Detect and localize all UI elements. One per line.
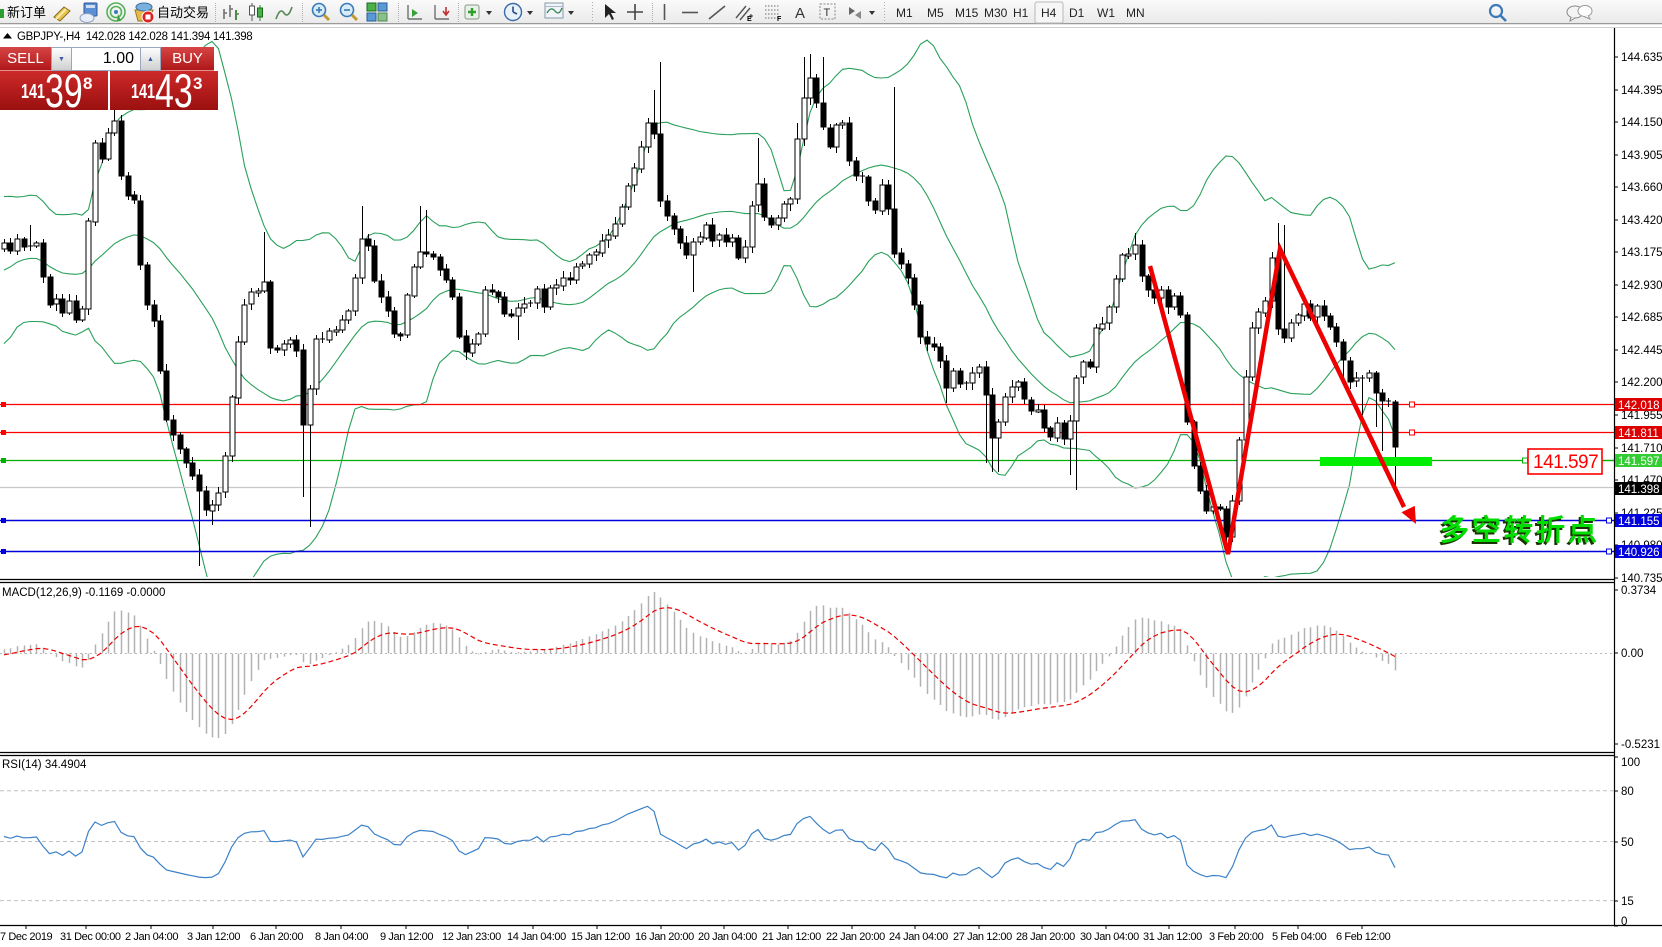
svg-text:7 Dec 2019: 7 Dec 2019 bbox=[0, 931, 53, 943]
svg-text:8 Jan 04:00: 8 Jan 04:00 bbox=[315, 931, 368, 943]
svg-text:9 Jan 12:00: 9 Jan 12:00 bbox=[380, 931, 433, 943]
svg-text:141.597: 141.597 bbox=[1618, 456, 1660, 468]
svg-text:141.955: 141.955 bbox=[1621, 410, 1662, 422]
svg-text:141.710: 141.710 bbox=[1621, 443, 1662, 455]
svg-text:MACD(12,26,9) -0.1169 -0.0000: MACD(12,26,9) -0.1169 -0.0000 bbox=[2, 587, 165, 599]
svg-text:143.660: 143.660 bbox=[1621, 182, 1662, 194]
svg-text:140.735: 140.735 bbox=[1621, 573, 1662, 585]
svg-text:144.395: 144.395 bbox=[1621, 85, 1662, 97]
svg-text:143.905: 143.905 bbox=[1621, 150, 1662, 162]
svg-text:E: E bbox=[747, 16, 752, 23]
svg-text:141.155: 141.155 bbox=[1618, 516, 1660, 528]
svg-text:143.420: 143.420 bbox=[1621, 215, 1662, 227]
svg-text:12 Jan 23:00: 12 Jan 23:00 bbox=[442, 931, 501, 943]
svg-text:T: T bbox=[824, 7, 831, 19]
svg-text:27 Jan 12:00: 27 Jan 12:00 bbox=[953, 931, 1012, 943]
svg-text:24 Jan 04:00: 24 Jan 04:00 bbox=[889, 931, 948, 943]
svg-text:80: 80 bbox=[1621, 786, 1634, 798]
svg-text:0: 0 bbox=[1621, 916, 1627, 928]
svg-text:15: 15 bbox=[1621, 896, 1634, 908]
svg-text:21 Jan 12:00: 21 Jan 12:00 bbox=[762, 931, 821, 943]
svg-text:143.175: 143.175 bbox=[1621, 247, 1662, 259]
svg-text:142.445: 142.445 bbox=[1621, 345, 1662, 357]
svg-text:新订单: 新订单 bbox=[7, 5, 46, 20]
svg-text:M5: M5 bbox=[927, 6, 944, 20]
svg-text:144.635: 144.635 bbox=[1621, 52, 1662, 64]
svg-text:140.926: 140.926 bbox=[1618, 547, 1660, 559]
svg-text:141.398: 141.398 bbox=[1618, 484, 1660, 496]
svg-text:M15: M15 bbox=[955, 6, 979, 20]
svg-text:M30: M30 bbox=[984, 6, 1008, 20]
svg-text:F: F bbox=[777, 16, 782, 23]
svg-text:M1: M1 bbox=[896, 6, 913, 20]
svg-text:100: 100 bbox=[1621, 757, 1640, 769]
svg-text:0.00: 0.00 bbox=[1621, 648, 1643, 660]
svg-text:多空转折点: 多空转折点 bbox=[1440, 513, 1600, 547]
svg-text:142.200: 142.200 bbox=[1621, 377, 1662, 389]
svg-text:15 Jan 12:00: 15 Jan 12:00 bbox=[571, 931, 630, 943]
svg-text:3 Jan 12:00: 3 Jan 12:00 bbox=[187, 931, 240, 943]
svg-text:31 Dec 00:00: 31 Dec 00:00 bbox=[60, 931, 121, 943]
svg-text:H1: H1 bbox=[1013, 6, 1029, 20]
svg-text:自动交易: 自动交易 bbox=[157, 5, 209, 20]
svg-text:A: A bbox=[795, 5, 805, 22]
svg-text:141.811: 141.811 bbox=[1618, 428, 1659, 440]
svg-text:GBPJPY-,H4 142.028 142.028 14: GBPJPY-,H4 142.028 142.028 141.394 141.3… bbox=[17, 31, 252, 43]
svg-text:31 Jan 12:00: 31 Jan 12:00 bbox=[1143, 931, 1202, 943]
svg-text:RSI(14) 34.4904: RSI(14) 34.4904 bbox=[2, 759, 87, 771]
svg-text:144.150: 144.150 bbox=[1621, 117, 1662, 129]
svg-text:28 Jan 20:00: 28 Jan 20:00 bbox=[1016, 931, 1075, 943]
svg-text:6 Jan 20:00: 6 Jan 20:00 bbox=[250, 931, 303, 943]
svg-text:D1: D1 bbox=[1069, 6, 1085, 20]
svg-text:50: 50 bbox=[1621, 837, 1634, 849]
svg-text:22 Jan 20:00: 22 Jan 20:00 bbox=[826, 931, 885, 943]
svg-text:-0.5231: -0.5231 bbox=[1621, 739, 1660, 751]
svg-text:141.597: 141.597 bbox=[1533, 452, 1598, 473]
svg-text:16 Jan 20:00: 16 Jan 20:00 bbox=[635, 931, 694, 943]
svg-text:2 Jan 04:00: 2 Jan 04:00 bbox=[125, 931, 178, 943]
svg-text:MN: MN bbox=[1126, 6, 1145, 20]
svg-text:142.930: 142.930 bbox=[1621, 280, 1662, 292]
svg-text:20 Jan 04:00: 20 Jan 04:00 bbox=[698, 931, 757, 943]
svg-text:142.018: 142.018 bbox=[1618, 400, 1660, 412]
svg-text:30 Jan 04:00: 30 Jan 04:00 bbox=[1080, 931, 1139, 943]
svg-text:0.3734: 0.3734 bbox=[1621, 585, 1657, 597]
svg-text:H4: H4 bbox=[1041, 6, 1057, 20]
svg-text:14 Jan 04:00: 14 Jan 04:00 bbox=[507, 931, 566, 943]
svg-text:142.685: 142.685 bbox=[1621, 312, 1662, 324]
svg-text:W1: W1 bbox=[1097, 6, 1115, 20]
svg-text:6 Feb 12:00: 6 Feb 12:00 bbox=[1336, 931, 1391, 943]
svg-text:3 Feb 20:00: 3 Feb 20:00 bbox=[1209, 931, 1264, 943]
svg-text:5 Feb 04:00: 5 Feb 04:00 bbox=[1272, 931, 1327, 943]
